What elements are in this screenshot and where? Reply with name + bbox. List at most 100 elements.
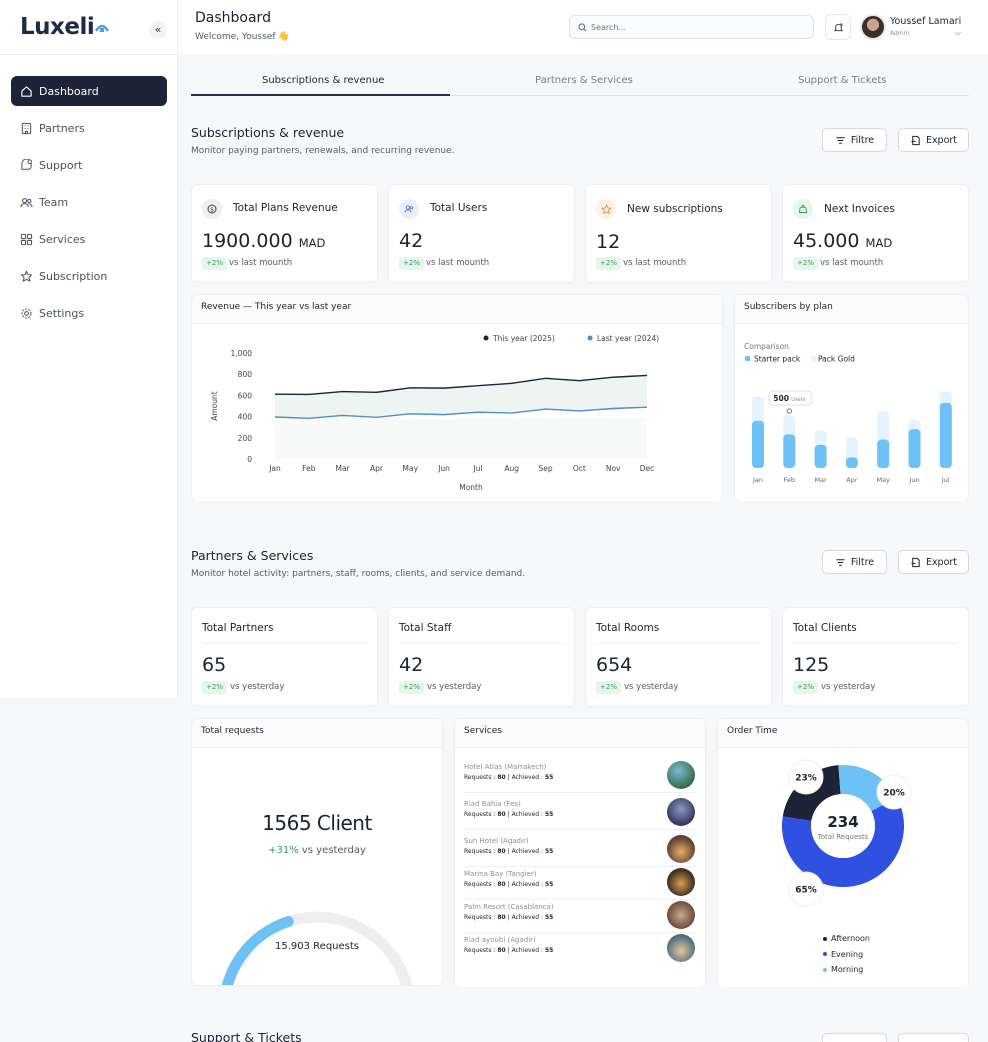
percent-bubble: [788, 871, 824, 907]
revenue-line-chart: 0 200 400 600 800 1,000 Jan Feb Mar Apr May Jun Jul A…: [210, 334, 659, 492]
hotel-thumbnail: [667, 901, 695, 929]
export-button[interactable]: [898, 1033, 969, 1042]
service-stats: Requests : 80 | Achieved : 55: [464, 914, 554, 921]
filter-button[interactable]: [822, 1033, 887, 1042]
bell-icon: [833, 22, 843, 31]
kpi-unit: MAD: [865, 236, 893, 250]
x-axis-title: Month: [459, 483, 483, 492]
service-row[interactable]: Riad ayoubi (Agadir) Requests : 80 | Ach…: [463, 933, 697, 966]
user-name: Youssef Lamari: [890, 16, 962, 27]
y-tick-label: 0: [247, 455, 252, 464]
avatar[interactable]: [860, 14, 886, 40]
svg-text:$: $: [210, 206, 214, 213]
kpi-label: Total Staff: [399, 622, 452, 634]
revenue-chart-panel: Revenue — This year vs last year 0 200 400…: [191, 294, 723, 501]
logo: Luxeli: [20, 14, 110, 40]
legend-item-afternoon: Afternoon: [823, 931, 870, 947]
total-requests-body: 1565 Client +31% vs yesterday 15.903 Req…: [192, 748, 442, 985]
tab-support-tickets[interactable]: Support & Tickets: [798, 75, 887, 86]
service-row[interactable]: Hotel Atlas (Marrakech) Requests : 80 | …: [463, 760, 697, 793]
filter-button[interactable]: Filtre: [822, 550, 887, 574]
order-time-panel: Order Time 234 Total Requests 23% 20% 65% Af…: [717, 718, 969, 987]
requests-label: Requests :: [464, 774, 496, 781]
achieved-label: Achieved :: [511, 947, 544, 954]
requests-label: Requests :: [464, 811, 496, 818]
hotel-thumbnail: [667, 868, 695, 896]
x-tick-label: Feb: [302, 464, 316, 473]
sidebar-item-label: Team: [39, 195, 69, 209]
order-time-donut: 234 Total Requests 23% 20% 65%: [782, 759, 912, 907]
kpi-card-users: Total Users 42 +2% vs last mounth: [388, 184, 575, 283]
bag-icon: [793, 199, 813, 219]
sidebar-item-partners[interactable]: Partners: [11, 113, 167, 143]
filter-icon: [836, 558, 845, 566]
kpi-value: 12: [596, 231, 620, 253]
notifications-button[interactable]: [825, 14, 851, 40]
sidebar-item-subscription[interactable]: Subscription: [11, 261, 167, 291]
service-row[interactable]: Marina Bay (Tangier) Requests : 80 | Ach…: [463, 867, 697, 900]
sidebar-item-label: Subscription: [39, 269, 108, 283]
requests-value: 80: [497, 848, 506, 855]
sidebar-item-services[interactable]: Services: [11, 224, 167, 254]
requests-label: Requests :: [464, 947, 496, 954]
kpi-number: 12: [596, 231, 621, 253]
bar-starter-pack: [814, 444, 827, 468]
x-tick-label: Mar: [336, 464, 351, 473]
service-row[interactable]: Sun Hotel (Agadir) Requests : 80 | Achie…: [463, 834, 697, 867]
requests-gauge: [221, 911, 413, 985]
change-percent: +31%: [268, 845, 299, 856]
sidebar-item-team[interactable]: Team: [11, 187, 167, 217]
donut-slice-evening: [782, 797, 904, 887]
filter-button[interactable]: Filtre: [822, 128, 887, 152]
service-name: Riad ayoubi (Agadir): [464, 936, 536, 944]
plan-chart-body: Comparison Starter pack Pack Gold Jan Feb Mar…: [735, 324, 968, 501]
kpi-label: Total Clients: [793, 622, 857, 634]
achieved-value: 55: [544, 881, 554, 888]
sidebar-item-support[interactable]: Support: [11, 150, 167, 180]
order-time-body: 234 Total Requests 23% 20% 65% Afternoon Eve…: [718, 748, 968, 987]
x-tick-label: Apr: [370, 464, 384, 473]
tabs-baseline: [191, 95, 969, 96]
kpi-card-subscriptions: New subscriptions 12 +2% vs last mounth: [585, 184, 772, 283]
collapse-sidebar-button[interactable]: «: [149, 21, 167, 39]
requests-value: 80: [497, 947, 506, 954]
y-tick-label: 400: [238, 413, 253, 422]
kpi-number: 1900.000: [202, 230, 293, 252]
x-tick-label: Jan: [752, 476, 763, 484]
tab-partners-services[interactable]: Partners & Services: [535, 75, 633, 86]
series-line-this-year: [274, 374, 648, 396]
gauge-fill: [221, 916, 294, 985]
service-row[interactable]: Palm Resort (Casablanca) Requests : 80 |…: [463, 900, 697, 933]
legend-label: Morning: [831, 965, 864, 974]
section-subtitle-partners: Monitor hotel activity: partners, staff,…: [191, 569, 526, 579]
x-tick-label: Jul: [941, 476, 950, 484]
service-stats: Requests : 80 | Achieved : 55: [464, 774, 554, 781]
bar-starter-pack: [845, 457, 858, 468]
requests-value: 80: [497, 914, 506, 921]
star-icon: [20, 270, 33, 282]
kpi-card-clients: Total Clients 125 +2% vs yesterday: [782, 607, 969, 707]
percent-label: 65%: [795, 886, 817, 896]
sidebar: Luxeli « Dashboard Partners Support Team…: [0, 0, 178, 698]
export-button[interactable]: Export: [898, 550, 969, 574]
service-stats: Requests : 80 | Achieved : 55: [464, 848, 554, 855]
tab-subscriptions-revenue[interactable]: Subscriptions & revenue: [262, 75, 385, 86]
requests-label: Requests :: [464, 848, 496, 855]
hotel-thumbnail: [667, 761, 695, 789]
kpi-unit: MAD: [298, 236, 326, 250]
search-input[interactable]: [591, 22, 791, 32]
sidebar-item-dashboard[interactable]: Dashboard: [11, 76, 167, 106]
search-box[interactable]: [569, 15, 814, 39]
chevron-down-icon[interactable]: ⌵: [955, 28, 962, 37]
kpi-number: 42: [399, 230, 424, 252]
service-name: Palm Resort (Casablanca): [464, 903, 554, 911]
dollar-icon: $: [202, 199, 222, 219]
service-row[interactable]: Riad Bahia (Fes) Requests : 80 | Achieve…: [463, 797, 697, 830]
export-button[interactable]: Export: [898, 128, 969, 152]
kpi-value: 45.000 MAD: [793, 230, 892, 252]
users-icon: [399, 199, 419, 219]
grid-icon: [20, 233, 33, 245]
legend-label: Afternoon: [831, 934, 870, 943]
sidebar-item-settings[interactable]: Settings: [11, 298, 167, 328]
x-tick-label: May: [876, 476, 890, 484]
